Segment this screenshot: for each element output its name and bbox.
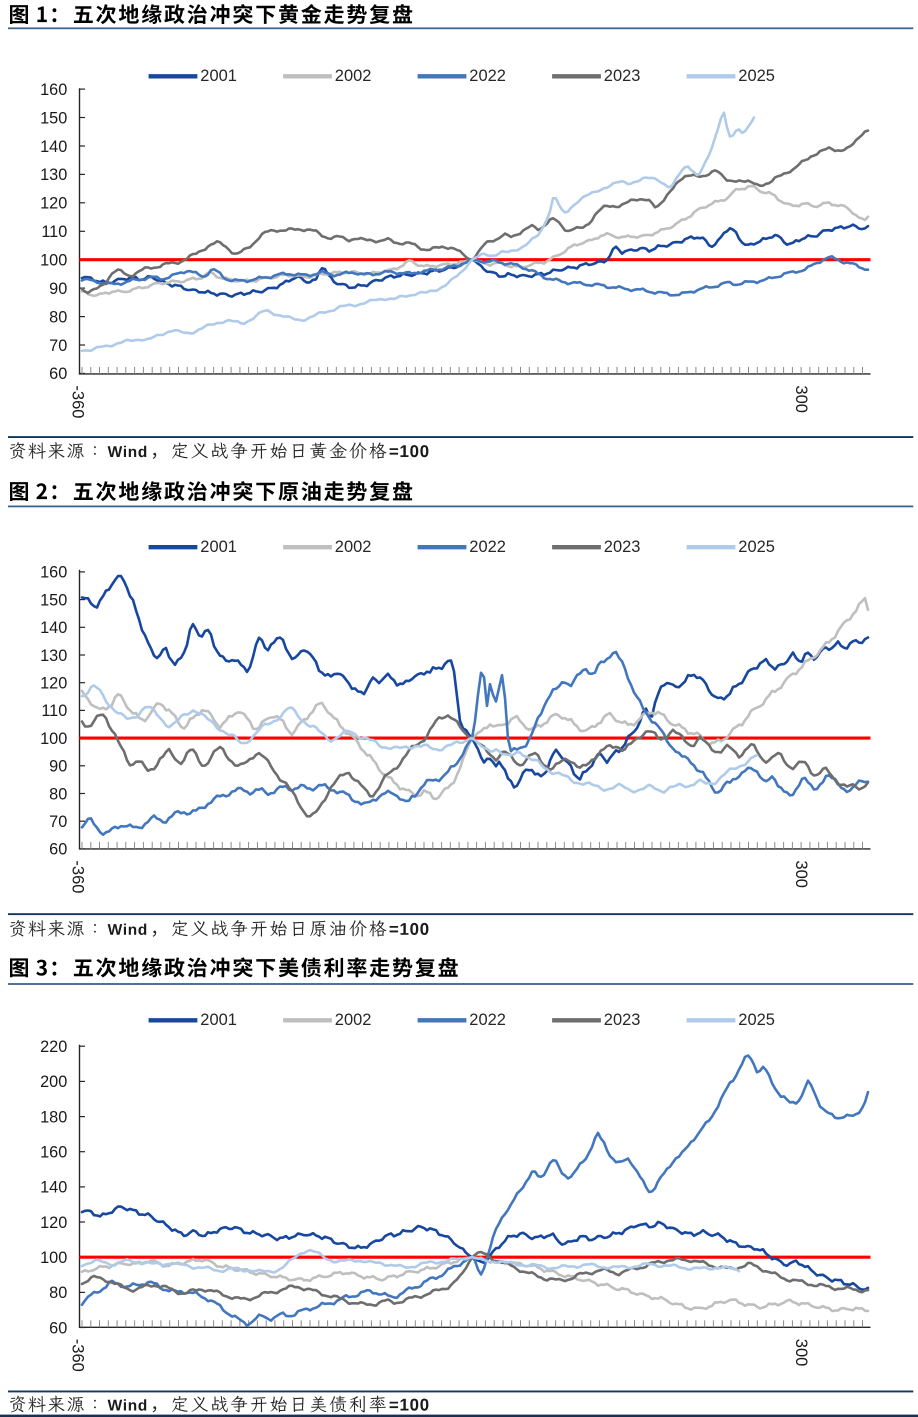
svg-text:160: 160 [40,81,67,99]
svg-text:-360: -360 [68,1339,86,1372]
svg-text:100: 100 [40,1249,67,1267]
svg-text:2001: 2001 [200,538,237,556]
svg-text:110: 110 [41,223,67,241]
svg-text:120: 120 [40,675,67,693]
svg-text:300: 300 [792,385,810,413]
svg-text:100: 100 [40,252,67,270]
svg-text:140: 140 [40,619,67,637]
svg-text:130: 130 [40,647,67,665]
svg-text:160: 160 [40,564,67,582]
svg-text:140: 140 [40,1179,67,1197]
svg-text:60: 60 [49,841,67,859]
svg-text:130: 130 [40,166,67,184]
svg-text:90: 90 [49,758,67,776]
svg-text:200: 200 [40,1073,67,1091]
svg-text:150: 150 [40,591,67,609]
svg-text:2022: 2022 [469,1011,506,1029]
svg-text:-360: -360 [68,860,86,893]
svg-text:160: 160 [40,1144,67,1162]
svg-text:90: 90 [49,280,67,298]
svg-text:2025: 2025 [738,67,775,85]
svg-text:120: 120 [40,195,67,213]
svg-text:2025: 2025 [738,1011,775,1029]
svg-text:60: 60 [49,365,67,383]
svg-text:2002: 2002 [335,1011,372,1029]
svg-text:2022: 2022 [469,538,506,556]
svg-text:2023: 2023 [604,67,641,85]
svg-text:300: 300 [792,860,810,888]
svg-text:2023: 2023 [604,1011,641,1029]
svg-text:80: 80 [49,785,67,803]
svg-text:100: 100 [40,730,67,748]
svg-text:2025: 2025 [738,538,775,556]
svg-text:2002: 2002 [335,538,372,556]
svg-text:80: 80 [49,308,67,326]
svg-text:120: 120 [40,1214,67,1232]
svg-text:140: 140 [40,138,67,156]
svg-text:-360: -360 [68,385,86,418]
svg-text:2001: 2001 [200,1011,237,1029]
svg-text:60: 60 [49,1319,67,1337]
svg-text:110: 110 [41,702,67,720]
svg-text:70: 70 [49,337,67,355]
svg-text:80: 80 [49,1284,67,1302]
svg-text:180: 180 [40,1108,67,1126]
svg-text:150: 150 [40,109,67,127]
svg-text:2002: 2002 [335,67,372,85]
svg-text:2022: 2022 [469,67,506,85]
svg-text:300: 300 [792,1339,810,1367]
svg-text:220: 220 [40,1038,67,1056]
svg-text:2001: 2001 [200,67,237,85]
svg-text:2023: 2023 [604,538,641,556]
svg-text:70: 70 [49,813,67,831]
